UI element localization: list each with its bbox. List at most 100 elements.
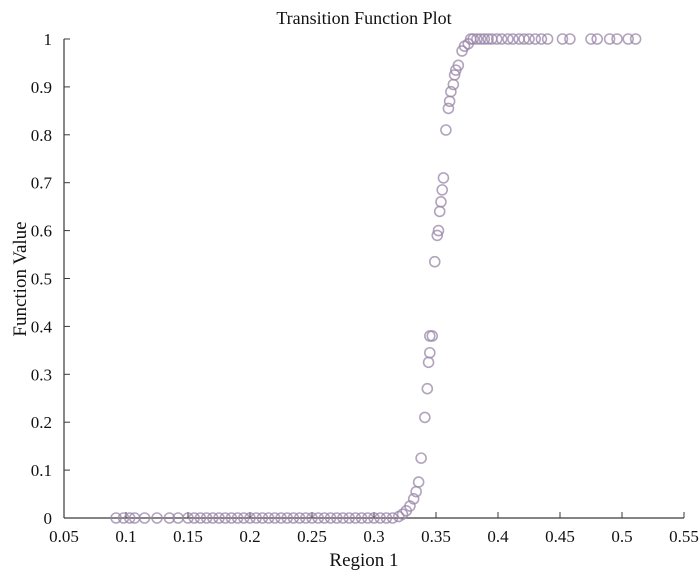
data-point <box>629 33 642 45</box>
data-point <box>337 512 349 524</box>
data-point <box>428 255 441 268</box>
x-tick-label: 0.05 <box>49 527 79 546</box>
data-point <box>433 205 446 218</box>
data-point <box>324 512 337 524</box>
data-point <box>151 512 163 524</box>
data-point <box>194 512 207 524</box>
data-point <box>556 33 569 45</box>
data-point <box>440 124 452 136</box>
y-axis-title: Function Value <box>10 221 31 336</box>
data-point <box>244 512 256 524</box>
data-point <box>110 512 122 524</box>
y-tick-label: 0.3 <box>31 365 52 384</box>
data-point <box>415 452 427 464</box>
x-tick-label: 0.4 <box>487 527 509 546</box>
data-point <box>213 512 225 524</box>
data-point <box>343 512 356 524</box>
data-point <box>200 512 213 524</box>
data-point <box>467 33 480 45</box>
x-tick-label: 0.55 <box>669 527 699 546</box>
x-tick-label: 0.3 <box>363 527 384 546</box>
data-point <box>490 33 503 45</box>
data-point <box>591 33 604 45</box>
y-tick-label: 0.4 <box>31 317 53 336</box>
data-point <box>312 512 325 524</box>
y-tick-label: 0.2 <box>31 413 52 432</box>
x-tick-label: 0.45 <box>545 527 575 546</box>
data-point <box>256 512 269 524</box>
data-point <box>585 33 597 45</box>
y-tick-label: 1 <box>44 30 53 49</box>
data-point <box>426 330 439 342</box>
data-point <box>231 512 244 524</box>
data-point <box>123 512 136 524</box>
data-point <box>262 512 275 524</box>
y-tick-label: 0.8 <box>31 126 52 145</box>
axes: 0.05 0.1 0.15 0.2 0.25 0.3 0.35 0.4 0.45 0.5 0.55 0… <box>31 30 699 546</box>
data-point <box>442 102 455 115</box>
data-point <box>268 512 281 524</box>
data-point <box>238 512 250 524</box>
data-point <box>330 512 343 524</box>
data-point <box>603 33 616 45</box>
data-point <box>436 184 449 196</box>
data-point <box>564 33 576 45</box>
data-point <box>529 33 542 45</box>
data-point <box>349 512 362 524</box>
data-point <box>182 512 194 524</box>
data-point <box>318 512 331 524</box>
data-point <box>117 512 130 524</box>
data-point <box>355 512 368 524</box>
data-point <box>435 196 447 208</box>
x-axis-title: Region 1 <box>329 550 398 571</box>
y-tick-label: 0 <box>44 509 53 528</box>
x-tick-label: 0.1 <box>115 527 136 546</box>
data-point <box>445 85 457 98</box>
data-point <box>611 33 623 45</box>
data-point <box>419 411 431 424</box>
data-point <box>502 33 514 45</box>
data-point <box>518 33 530 45</box>
data-point <box>474 33 487 45</box>
data-point <box>541 33 554 45</box>
data-point <box>471 33 483 45</box>
data-point <box>432 224 445 237</box>
data-point <box>448 69 461 81</box>
data-point <box>412 476 425 488</box>
data-point <box>422 356 435 369</box>
data-point <box>306 512 318 524</box>
data-point <box>443 95 456 108</box>
data-point <box>523 33 535 45</box>
data-point <box>478 33 491 45</box>
data-points <box>110 33 642 524</box>
data-point <box>250 512 263 524</box>
data-point <box>219 512 231 524</box>
data-point <box>163 512 176 524</box>
data-point <box>287 512 300 524</box>
data-point <box>407 493 420 505</box>
data-point <box>622 33 635 45</box>
data-point <box>275 512 287 524</box>
x-tick-label: 0.15 <box>173 527 203 546</box>
y-tick-label: 0.9 <box>31 78 52 97</box>
data-point <box>421 382 434 395</box>
data-point <box>452 59 465 72</box>
y-tick-label: 0.5 <box>31 270 52 289</box>
y-tick-label: 0.7 <box>31 174 53 193</box>
data-point <box>281 512 294 524</box>
x-tick-label: 0.5 <box>611 527 632 546</box>
data-point <box>368 512 380 524</box>
data-point <box>396 508 409 520</box>
data-point <box>380 512 393 524</box>
data-point <box>482 33 494 45</box>
data-point <box>386 512 399 524</box>
data-point <box>374 512 387 524</box>
data-point <box>507 33 519 45</box>
y-tick-label: 0.6 <box>31 222 52 241</box>
data-point <box>188 512 200 524</box>
data-point <box>299 512 312 524</box>
data-point <box>293 512 306 524</box>
data-point <box>225 512 238 524</box>
data-point <box>437 172 450 184</box>
